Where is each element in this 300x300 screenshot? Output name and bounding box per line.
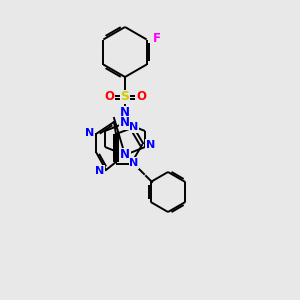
Text: N: N	[120, 106, 130, 119]
Text: N: N	[129, 158, 139, 168]
Text: N: N	[95, 166, 104, 176]
Text: N: N	[120, 148, 130, 161]
Text: N: N	[146, 140, 155, 150]
Text: O: O	[104, 91, 114, 103]
Text: N: N	[120, 116, 130, 130]
Text: S: S	[121, 91, 130, 103]
Text: F: F	[153, 32, 161, 45]
Text: O: O	[136, 91, 146, 103]
Text: N: N	[129, 122, 139, 132]
Text: N: N	[85, 128, 94, 138]
